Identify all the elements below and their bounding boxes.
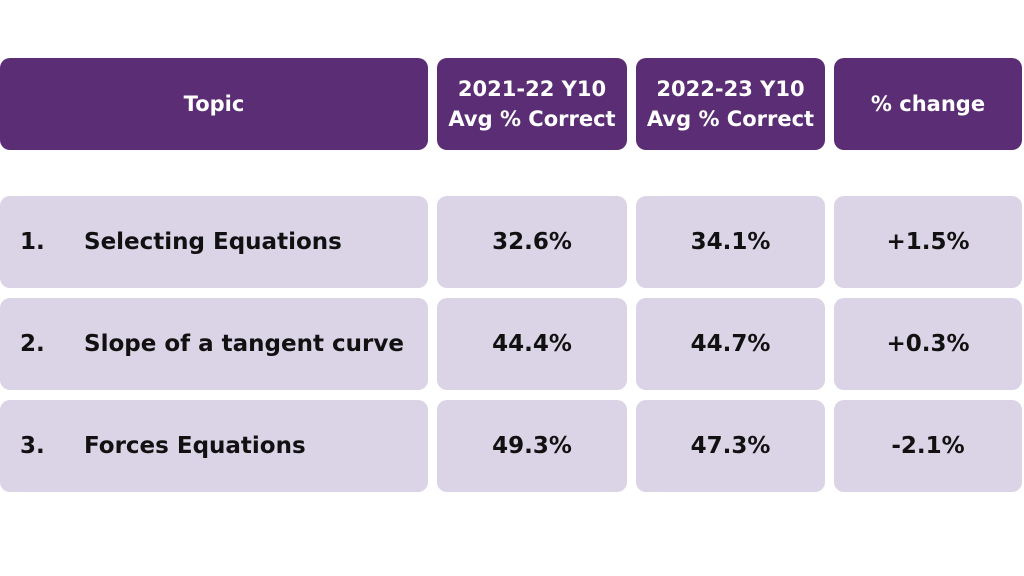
- header-cell: % change: [834, 58, 1022, 150]
- header-text: % change: [870, 91, 986, 116]
- header-text: Avg % Correct: [448, 107, 616, 131]
- row-number: 3.: [20, 433, 45, 459]
- header-cell: 2021-22 Y10 Avg % Correct: [437, 58, 627, 150]
- topic-name: Slope of a tangent curve: [84, 331, 404, 357]
- header-text: 2022-23 Y10: [656, 76, 805, 101]
- value-cell: 34.1%: [636, 196, 825, 288]
- header-text: Avg % Correct: [646, 107, 815, 131]
- topic-cell: 3. Forces Equations: [0, 400, 428, 492]
- value-cell: 49.3%: [437, 400, 627, 492]
- value-cell: 44.7%: [636, 298, 825, 390]
- header-cell: Topic: [0, 58, 428, 150]
- value-cell: 32.6%: [437, 196, 627, 288]
- header-cell: 2022-23 Y10 Avg % Correct: [636, 58, 825, 150]
- header-text: Topic: [183, 91, 245, 116]
- topic-name: Forces Equations: [84, 433, 306, 459]
- header-text: 2021-22 Y10: [457, 76, 607, 101]
- value-cell: 44.4%: [437, 298, 627, 390]
- value-cell: 47.3%: [636, 400, 825, 492]
- value-cell: +0.3%: [834, 298, 1022, 390]
- topic-name: Selecting Equations: [84, 229, 342, 255]
- row-number: 2.: [20, 331, 45, 357]
- row-number: 1.: [20, 229, 45, 255]
- value-cell: -2.1%: [834, 400, 1022, 492]
- value-cell: +1.5%: [834, 196, 1022, 288]
- topic-cell: 2. Slope of a tangent curve: [0, 298, 428, 390]
- topic-cell: 1. Selecting Equations: [0, 196, 428, 288]
